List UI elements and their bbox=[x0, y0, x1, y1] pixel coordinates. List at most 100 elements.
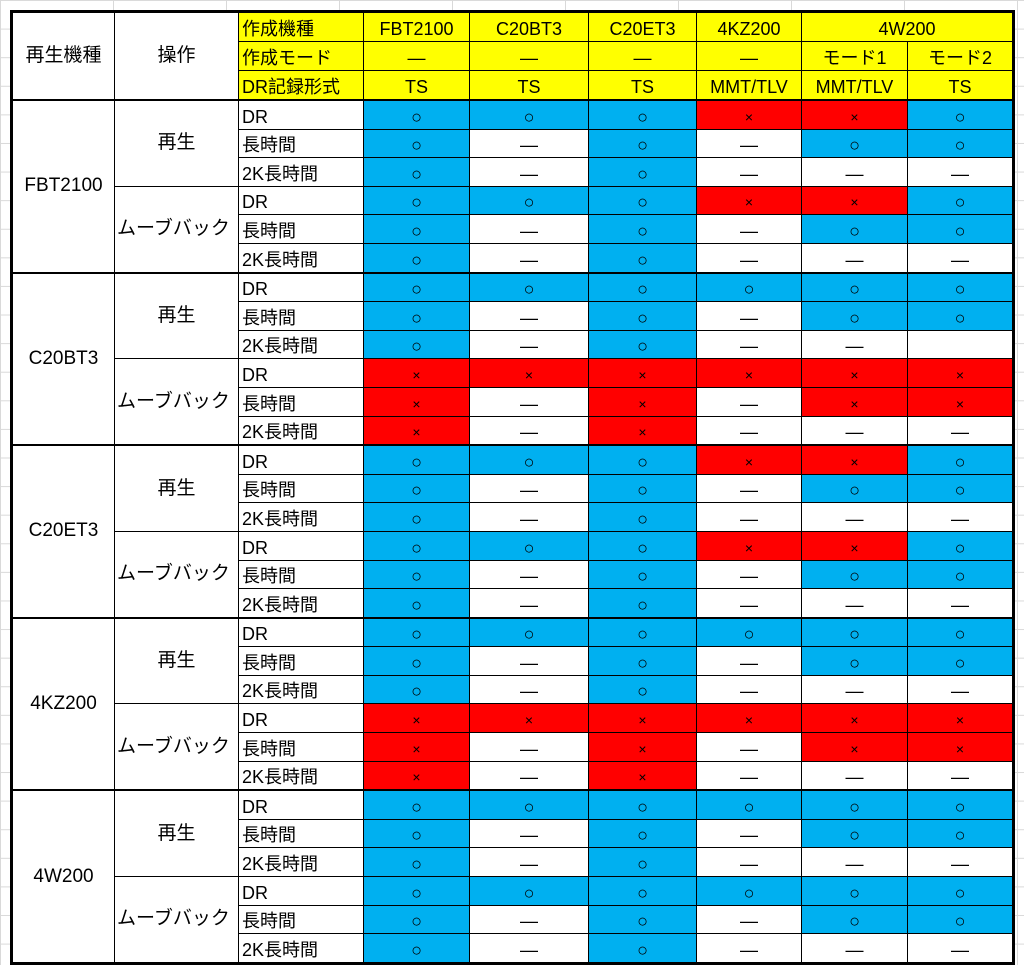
table-row: C20ET3 再生 DR ○ ○ ○ × × ○ bbox=[11, 444, 1014, 619]
sub-operation-cell: 2K長時間 bbox=[238, 847, 364, 878]
result-cell: — bbox=[696, 588, 802, 619]
result-cell: ○ bbox=[588, 214, 697, 244]
table-row: 4KZ200 再生 DR ○ ○ ○ ○ ○ ○ bbox=[11, 617, 1014, 792]
result-cell: ○ bbox=[801, 473, 908, 504]
result-cell: × bbox=[907, 703, 1014, 734]
result-cell: × bbox=[469, 703, 589, 734]
table-row: 2K長時間 ○ — ○ — — — bbox=[12, 674, 1014, 705]
result-cell: × bbox=[588, 386, 697, 417]
result-cell bbox=[907, 329, 1014, 360]
result-cell: ○ bbox=[363, 559, 470, 590]
result-cell: ○ bbox=[363, 157, 470, 187]
result-cell: — bbox=[907, 760, 1014, 792]
result-cell: ○ bbox=[469, 876, 589, 906]
result-cell: — bbox=[801, 674, 908, 705]
header-mode: — bbox=[696, 41, 802, 71]
header-operation: 操作 bbox=[114, 11, 239, 101]
result-cell: ○ bbox=[801, 617, 908, 648]
table-row: 2K長時間 ○ — ○ — — bbox=[12, 329, 1014, 360]
result-cell: ○ bbox=[588, 818, 697, 849]
header-row-mode: 作成モード — — — — モード1 モード2 bbox=[12, 41, 1014, 71]
result-cell: ○ bbox=[907, 185, 1014, 216]
result-cell: × bbox=[907, 732, 1014, 762]
result-cell: — bbox=[696, 646, 802, 676]
result-cell: ○ bbox=[588, 674, 697, 705]
table-row: 長時間 × — × — × × bbox=[12, 386, 1014, 417]
result-cell: ○ bbox=[588, 530, 697, 561]
result-cell: ○ bbox=[469, 530, 589, 561]
header-format: TS bbox=[907, 70, 1014, 101]
table-row: 2K長時間 ○ — ○ — — — bbox=[12, 933, 1014, 965]
header-format: MMT/TLV bbox=[696, 70, 802, 101]
table-row: 2K長時間 ○ — ○ — — — bbox=[12, 588, 1014, 619]
result-cell: ○ bbox=[588, 933, 697, 965]
result-cell: ○ bbox=[363, 646, 470, 676]
result-cell: × bbox=[588, 732, 697, 762]
result-cell: ○ bbox=[363, 617, 470, 648]
result-cell: ○ bbox=[588, 617, 697, 648]
operation-cell: ムーブバック bbox=[114, 530, 239, 619]
result-cell: — bbox=[801, 157, 908, 187]
result-cell: ○ bbox=[696, 272, 802, 303]
result-cell: — bbox=[801, 502, 908, 532]
result-cell: — bbox=[696, 473, 802, 504]
result-cell: — bbox=[907, 674, 1014, 705]
result-cell: — bbox=[469, 818, 589, 849]
result-cell: × bbox=[696, 444, 802, 475]
sub-operation-cell: 2K長時間 bbox=[238, 415, 364, 447]
result-cell: — bbox=[696, 674, 802, 705]
result-cell: — bbox=[469, 329, 589, 360]
result-cell: ○ bbox=[363, 789, 470, 820]
result-cell: × bbox=[588, 703, 697, 734]
sub-operation-cell: 長時間 bbox=[238, 128, 364, 159]
sub-operation-cell: 2K長時間 bbox=[238, 502, 364, 532]
result-cell: ○ bbox=[588, 502, 697, 532]
result-cell: — bbox=[469, 732, 589, 762]
result-cell: ○ bbox=[363, 502, 470, 532]
sub-operation-cell: DR bbox=[238, 876, 364, 906]
player-model-cell: C20ET3 bbox=[11, 444, 115, 619]
result-cell: ○ bbox=[588, 588, 697, 619]
result-cell: ○ bbox=[588, 99, 697, 130]
result-cell: ○ bbox=[363, 933, 470, 965]
result-cell: — bbox=[696, 242, 802, 274]
result-cell: × bbox=[363, 415, 470, 447]
table-row: 4W200 再生 DR ○ ○ ○ ○ ○ ○ bbox=[11, 789, 1014, 965]
operation-cell: 再生 bbox=[114, 444, 239, 532]
table-row: ムーブバック DR × × × × × × bbox=[12, 358, 1014, 447]
result-cell: — bbox=[696, 502, 802, 532]
table-row: 長時間 ○ — ○ — ○ ○ bbox=[12, 646, 1014, 676]
result-cell: — bbox=[801, 415, 908, 447]
table-row: ムーブバック DR × × × × × × bbox=[12, 703, 1014, 792]
sub-operation-cell: DR bbox=[238, 99, 364, 130]
header-row-format: DR記録形式 TS TS TS MMT/TLV MMT/TLV TS bbox=[12, 70, 1014, 101]
result-cell: ○ bbox=[363, 530, 470, 561]
table-row: C20BT3 再生 DR ○ ○ ○ ○ ○ ○ bbox=[11, 272, 1014, 447]
result-cell: ○ bbox=[801, 301, 908, 331]
result-cell: — bbox=[696, 904, 802, 935]
table-row: ムーブバック DR ○ ○ ○ ○ ○ ○ bbox=[12, 876, 1014, 965]
result-cell: — bbox=[801, 588, 908, 619]
result-cell: × bbox=[801, 185, 908, 216]
result-cell: × bbox=[363, 732, 470, 762]
compatibility-table: 再生機種 操作 作成機種 FBT2100 C20BT3 C20ET3 4KZ20… bbox=[10, 10, 1015, 965]
operation-cell: ムーブバック bbox=[114, 358, 239, 447]
header-player: 再生機種 bbox=[11, 11, 115, 101]
sub-operation-cell: 2K長時間 bbox=[238, 329, 364, 360]
result-cell: ○ bbox=[907, 444, 1014, 475]
result-cell: ○ bbox=[801, 646, 908, 676]
operation-cell: 再生 bbox=[114, 99, 239, 187]
header-mode: — bbox=[588, 41, 697, 71]
sub-operation-cell: 2K長時間 bbox=[238, 933, 364, 965]
result-cell: × bbox=[363, 703, 470, 734]
result-cell: ○ bbox=[363, 588, 470, 619]
result-cell: — bbox=[801, 933, 908, 965]
result-cell: — bbox=[801, 242, 908, 274]
player-model-cell: FBT2100 bbox=[11, 99, 115, 274]
sub-operation-cell: 2K長時間 bbox=[238, 760, 364, 792]
header-mode: — bbox=[469, 41, 589, 71]
sub-operation-cell: 長時間 bbox=[238, 214, 364, 244]
result-cell: ○ bbox=[469, 185, 589, 216]
result-cell: ○ bbox=[363, 301, 470, 331]
result-cell: ○ bbox=[363, 242, 470, 274]
